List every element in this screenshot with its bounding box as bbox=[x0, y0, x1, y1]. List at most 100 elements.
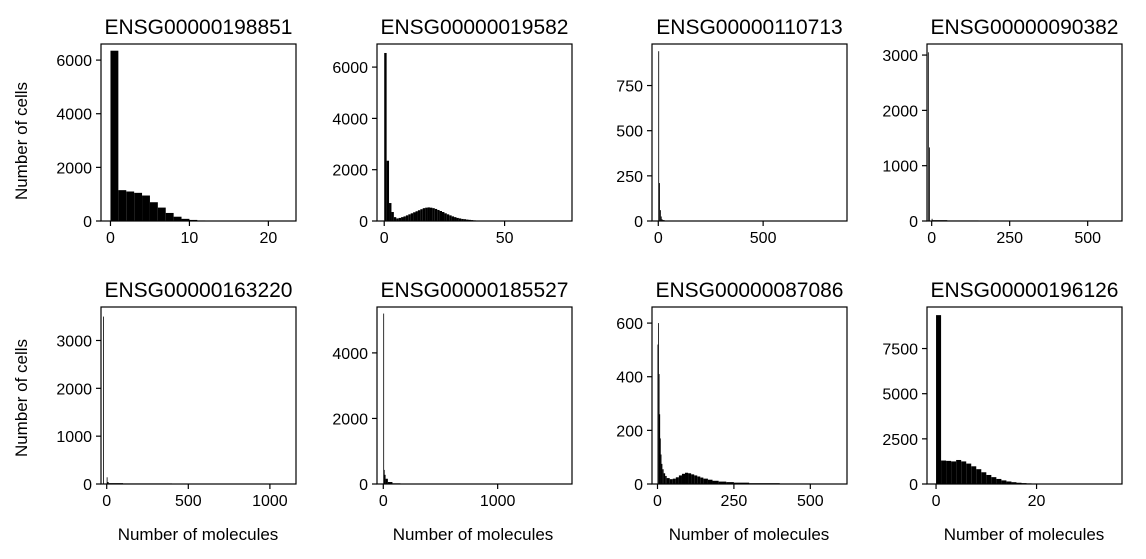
panel-8-bar-7 bbox=[966, 463, 972, 484]
panel-3-title: ENSG00000110713 bbox=[656, 16, 842, 39]
panel-5-bar-3 bbox=[107, 482, 109, 484]
panel-7-bar-12 bbox=[669, 479, 673, 484]
panel-7-bar-27 bbox=[726, 482, 734, 484]
panel-7-bar-22 bbox=[700, 477, 704, 484]
panel-7-bar-5 bbox=[659, 438, 661, 484]
panel-7-bar-28 bbox=[733, 482, 750, 484]
panel-4-ytick-label-3: 2000 bbox=[882, 103, 918, 120]
panel-1-bar-1 bbox=[110, 50, 119, 222]
panel-1: ENSG00000198851 0 10 20 0 2000 4000 6000 bbox=[56, 16, 297, 247]
panel-1-xtick-label-3: 20 bbox=[259, 230, 277, 247]
panel-6-ytick-label-1: 0 bbox=[359, 477, 368, 494]
panel-5-xtick-label-1: 0 bbox=[102, 493, 111, 510]
panel-7-bar-13 bbox=[672, 478, 676, 484]
panel-6-ytick-label-3: 4000 bbox=[332, 346, 368, 363]
panel-3-xtick-label-1: 0 bbox=[654, 230, 663, 247]
panel-1-xtick-label-2: 10 bbox=[181, 230, 199, 247]
panel-6-xtick-label-1: 0 bbox=[379, 493, 388, 510]
panel-8-frame bbox=[926, 306, 1123, 485]
panel-8-bar-4 bbox=[951, 461, 957, 484]
panel-5-ytick-label-3: 2000 bbox=[56, 381, 92, 398]
panel-2-bar-16 bbox=[420, 209, 423, 221]
panel-7-bar-1 bbox=[657, 344, 659, 484]
panel-1-bar-7 bbox=[157, 207, 166, 221]
panel-1-xtick-label-1: 0 bbox=[106, 230, 115, 247]
panel-8-bar-3 bbox=[946, 460, 952, 484]
panel-1-ytick-label-3: 4000 bbox=[56, 107, 92, 124]
panel-4-ytick-label-1: 0 bbox=[909, 214, 918, 231]
panel-2-bar-18 bbox=[425, 207, 428, 221]
panel-8-bar-13 bbox=[996, 478, 1002, 484]
panel-2-bar-29 bbox=[451, 216, 455, 221]
panel-6-bar-4 bbox=[385, 478, 388, 484]
panel-7-xtick-label-1: 0 bbox=[653, 493, 662, 510]
panel-5-title: ENSG00000163220 bbox=[105, 279, 293, 302]
panel-2-bar-23 bbox=[437, 209, 440, 221]
panel-1-ytick-label-1: 0 bbox=[83, 214, 92, 231]
panel-3: ENSG00000110713 0 500 0 250 500 750 bbox=[616, 16, 848, 247]
panel-7-ytick-label-4: 600 bbox=[616, 316, 643, 333]
panel-2-bar-8 bbox=[401, 217, 404, 221]
panel-8-bar-14 bbox=[1001, 480, 1007, 484]
panel-7-bar-14 bbox=[675, 477, 679, 484]
panel-2-frame bbox=[376, 43, 573, 222]
panel-7-bar-20 bbox=[694, 475, 698, 484]
panel-3-bar-2 bbox=[659, 183, 660, 221]
panel-7: ENSG00000087086 0 250 500 0 200 400 600 bbox=[616, 279, 848, 510]
ylabel-row-2: Number of cells bbox=[12, 339, 31, 457]
panel-8-ytick-label-3: 5000 bbox=[882, 387, 918, 404]
panel-2-bar-22 bbox=[434, 208, 438, 221]
panel-8-bar-5 bbox=[956, 459, 962, 484]
panel-8-xtick-label-2: 20 bbox=[1028, 493, 1046, 510]
panel-7-ytick-label-2: 200 bbox=[616, 423, 643, 440]
panel-4-title: ENSG00000090382 bbox=[931, 16, 1119, 39]
panel-6-bar-1 bbox=[383, 313, 385, 484]
panel-4-bar-2 bbox=[929, 147, 930, 221]
panel-2-bar-12 bbox=[410, 213, 414, 221]
panel-5-xtick-label-2: 500 bbox=[175, 493, 202, 510]
panel-2-ytick-label-3: 4000 bbox=[332, 111, 368, 128]
panel-1-bar-8 bbox=[165, 212, 174, 221]
panel-8-bar-8 bbox=[971, 466, 977, 484]
panel-2-bar-33 bbox=[461, 218, 464, 221]
panel-8-bar-16 bbox=[1011, 482, 1017, 484]
panel-1-bar-10 bbox=[181, 218, 190, 221]
panel-1-ytick-label-2: 2000 bbox=[56, 160, 92, 177]
panel-7-bar-26 bbox=[718, 481, 727, 484]
panel-8-bar-17 bbox=[1016, 482, 1022, 484]
panel-8-bar-6 bbox=[961, 461, 967, 484]
panel-1-bar-9 bbox=[173, 216, 182, 221]
panel-5-bar-1 bbox=[103, 316, 104, 484]
panel-2-bar-14 bbox=[415, 211, 418, 221]
panel-3-xtick-label-2: 500 bbox=[750, 230, 777, 247]
panel-1-bar-2 bbox=[118, 190, 127, 221]
panel-7-ytick-label-3: 400 bbox=[616, 370, 643, 387]
panel-2-bar-13 bbox=[413, 212, 416, 221]
panel-2-bar-35 bbox=[466, 219, 469, 221]
panel-2-bar-26 bbox=[444, 213, 447, 221]
panel-2-bar-20 bbox=[429, 207, 433, 221]
panel-1-frame bbox=[100, 43, 297, 222]
panel-2-ytick-label-2: 2000 bbox=[332, 163, 368, 180]
panel-2-bar-30 bbox=[454, 217, 457, 221]
panel-4-ytick-label-2: 1000 bbox=[882, 159, 918, 176]
xlabel-col-1: Number of molecules bbox=[118, 525, 279, 544]
panel-8-bar-1 bbox=[936, 315, 942, 484]
panel-2-bar-17 bbox=[422, 208, 426, 221]
panel-4-xtick-label-2: 250 bbox=[996, 230, 1023, 247]
panel-4-xtick-label-1: 0 bbox=[927, 230, 936, 247]
xlabel-col-4: Number of molecules bbox=[944, 525, 1105, 544]
panel-6-xtick-label-2: 1000 bbox=[480, 493, 516, 510]
panel-1-ytick-label-4: 6000 bbox=[56, 53, 92, 70]
panel-8-bar-11 bbox=[986, 474, 992, 484]
panel-2-bar-2 bbox=[386, 160, 390, 221]
panel-4: ENSG00000090382 0 250 500 0 1000 2000 3000 bbox=[882, 16, 1123, 247]
panel-5-ytick-label-4: 3000 bbox=[56, 333, 92, 350]
panel-2-bar-6 bbox=[396, 218, 399, 221]
panel-6-title: ENSG00000185527 bbox=[381, 279, 569, 302]
xlabel-col-2: Number of molecules bbox=[393, 525, 554, 544]
panel-7-title: ENSG00000087086 bbox=[656, 279, 844, 302]
panel-2-bar-25 bbox=[442, 212, 445, 221]
panel-2-title: ENSG00000019582 bbox=[381, 16, 569, 39]
